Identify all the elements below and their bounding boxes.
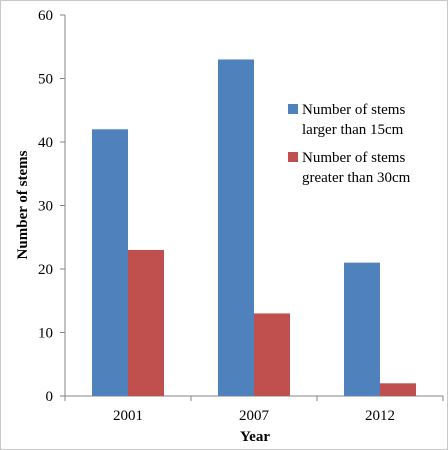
bar-stems-30cm-2012: [380, 383, 416, 396]
y-tick-label: 40: [38, 135, 53, 151]
y-axis: 0 10 20 30 40 50 60: [38, 8, 66, 405]
bar-stems-15cm-2001: [92, 129, 128, 397]
bar-stems-15cm-2012: [344, 262, 380, 396]
x-tick-label: 2012: [365, 408, 395, 424]
y-tick-label: 20: [38, 262, 53, 278]
bar-stems-15cm-2007: [218, 59, 254, 396]
bars: [92, 59, 416, 397]
legend-label: Number of stems: [302, 150, 405, 166]
y-tick-label: 30: [38, 199, 53, 215]
y-tick-label: 0: [46, 389, 54, 405]
legend: Number of stems larger than 15cm Number of…: [288, 102, 411, 186]
x-tick-label: 2001: [113, 408, 143, 424]
legend-label: Number of stems: [302, 102, 405, 118]
legend-label: greater than 30cm: [302, 170, 411, 186]
y-tick-label: 50: [38, 72, 53, 88]
x-axis: 2001 2007 2012: [64, 395, 444, 424]
bar-stems-30cm-2001: [128, 249, 164, 396]
x-tick-label: 2007: [239, 408, 270, 424]
y-tick-label: 60: [38, 8, 53, 24]
legend-swatch: [288, 152, 298, 162]
y-tick-label: 10: [38, 326, 53, 342]
x-axis-title: Year: [240, 429, 270, 445]
legend-label: larger than 15cm: [302, 122, 404, 138]
legend-swatch: [288, 104, 298, 114]
bar-stems-30cm-2007: [254, 313, 290, 396]
y-axis-title: Number of stems: [15, 150, 31, 259]
